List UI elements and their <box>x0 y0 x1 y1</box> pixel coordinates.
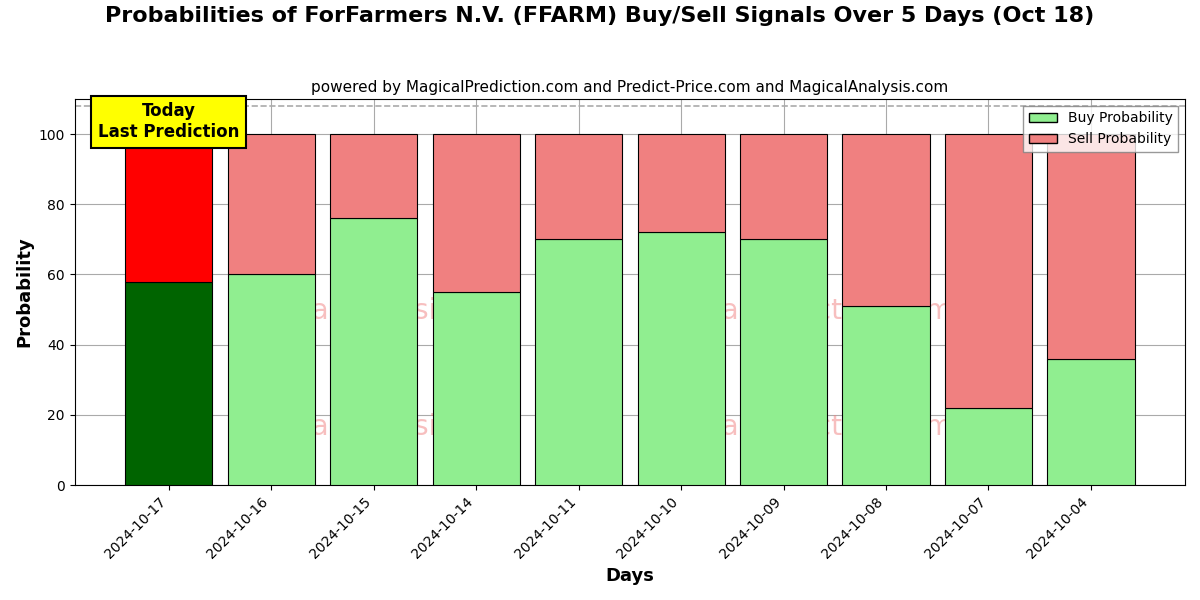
Legend: Buy Probability, Sell Probability: Buy Probability, Sell Probability <box>1024 106 1178 152</box>
Bar <box>330 218 418 485</box>
Bar <box>535 134 622 239</box>
Bar <box>228 274 314 485</box>
Bar <box>842 306 930 485</box>
Text: MagicalPrediction.com: MagicalPrediction.com <box>640 413 953 441</box>
Title: powered by MagicalPrediction.com and Predict-Price.com and MagicalAnalysis.com: powered by MagicalPrediction.com and Pre… <box>311 80 948 95</box>
Bar <box>944 408 1032 485</box>
Text: MagicalPrediction.com: MagicalPrediction.com <box>640 298 953 325</box>
Bar <box>637 134 725 232</box>
X-axis label: Days: Days <box>605 567 654 585</box>
Bar <box>228 134 314 274</box>
Bar <box>842 134 930 306</box>
Bar <box>330 134 418 218</box>
Text: MagicalAnalysis.com: MagicalAnalysis.com <box>230 413 518 441</box>
Bar <box>1048 134 1134 359</box>
Text: Today
Last Prediction: Today Last Prediction <box>98 103 239 141</box>
Bar <box>125 281 212 485</box>
Bar <box>432 134 520 292</box>
Text: MagicalAnalysis.com: MagicalAnalysis.com <box>230 298 518 325</box>
Bar <box>535 239 622 485</box>
Bar <box>944 134 1032 408</box>
Bar <box>740 134 827 239</box>
Text: Probabilities of ForFarmers N.V. (FFARM) Buy/Sell Signals Over 5 Days (Oct 18): Probabilities of ForFarmers N.V. (FFARM)… <box>106 6 1094 26</box>
Bar <box>637 232 725 485</box>
Bar <box>740 239 827 485</box>
Bar <box>432 292 520 485</box>
Bar <box>1048 359 1134 485</box>
Y-axis label: Probability: Probability <box>16 236 34 347</box>
Bar <box>125 134 212 281</box>
